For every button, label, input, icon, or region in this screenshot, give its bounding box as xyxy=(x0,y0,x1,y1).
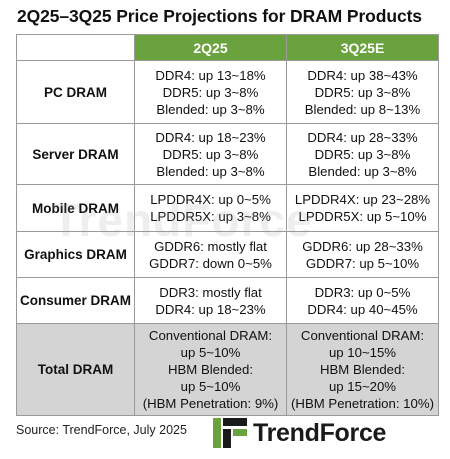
table-row: Mobile DRAM LPDDR4X: up 0~5% LPDDR5X: up… xyxy=(16,184,439,232)
cell-line: DDR4: up 40~45% xyxy=(307,301,418,317)
cell-line: Blended: up 3~8% xyxy=(156,101,265,117)
cell-line: DDR3: up 0~5% xyxy=(314,284,411,300)
cell-line: Blended: up 8~13% xyxy=(304,101,421,117)
cell-2q25: DDR3: mostly flat DDR4: up 18~23% xyxy=(134,277,287,324)
source-note: Source: TrendForce, July 2025 xyxy=(16,423,187,437)
header-2q25: 2Q25 xyxy=(134,34,287,61)
row-label: Mobile DRAM xyxy=(16,184,135,232)
table-row: PC DRAM DDR4: up 13~18% DDR5: up 3~8% Bl… xyxy=(16,60,439,124)
cell-2q25: Conventional DRAM: up 5~10% HBM Blended:… xyxy=(134,323,287,416)
cell-2q25: DDR4: up 13~18% DDR5: up 3~8% Blended: u… xyxy=(134,60,287,124)
cell-2q25: DDR4: up 18~23% DDR5: up 3~8% Blended: u… xyxy=(134,123,287,185)
table-row: Consumer DRAM DDR3: mostly flat DDR4: up… xyxy=(16,277,439,324)
cell-line: up 10~15% xyxy=(328,345,397,360)
row-label: PC DRAM xyxy=(16,60,135,124)
table-row: Graphics DRAM GDDR6: mostly flat GDDR7: … xyxy=(16,231,439,278)
table-header-row: 2Q25 3Q25E xyxy=(16,34,439,61)
cell-line: GDDR6: up 28~33% xyxy=(302,238,423,254)
row-label: Graphics DRAM xyxy=(16,231,135,278)
cell-line: (HBM Penetration: 9%) xyxy=(142,396,279,411)
cell-line: GDDR7: up 5~10% xyxy=(305,255,420,271)
cell-3q25e: DDR4: up 28~33% DDR5: up 3~8% Blended: u… xyxy=(286,123,439,185)
header-3q25e: 3Q25E xyxy=(286,34,439,61)
header-corner xyxy=(16,34,135,61)
cell-line: GDDR6: mostly flat xyxy=(154,238,267,254)
cell-3q25e: DDR4: up 38~43% DDR5: up 3~8% Blended: u… xyxy=(286,60,439,124)
cell-3q25e: DDR3: up 0~5% DDR4: up 40~45% xyxy=(286,277,439,324)
cell-2q25: GDDR6: mostly flat GDDR7: down 0~5% xyxy=(134,231,287,278)
cell-line: DDR5: up 3~8% xyxy=(314,84,411,100)
cell-line: DDR4: up 28~33% xyxy=(307,129,418,145)
cell-line: LPDDR5X: up 5~10% xyxy=(298,209,427,224)
cell-line: DDR4: up 18~23% xyxy=(155,129,266,145)
cell-line: DDR5: up 3~8% xyxy=(162,84,259,100)
cell-line: up 5~10% xyxy=(180,379,241,394)
cell-line: HBM Blended: xyxy=(319,362,406,377)
cell-3q25e: LPDDR4X: up 23~28% LPDDR5X: up 5~10% xyxy=(286,184,439,232)
cell-line: GDDR7: down 0~5% xyxy=(149,255,272,271)
cell-line: DDR3: mostly flat xyxy=(159,284,262,300)
cell-3q25e: GDDR6: up 28~33% GDDR7: up 5~10% xyxy=(286,231,439,278)
cell-line: up 5~10% xyxy=(180,345,241,360)
cell-line: LPDDR5X: up 3~8% xyxy=(150,209,271,224)
cell-line: LPDDR4X: up 0~5% xyxy=(150,192,271,207)
table-row: Server DRAM DDR4: up 18~23% DDR5: up 3~8… xyxy=(16,123,439,185)
row-label: Consumer DRAM xyxy=(16,277,135,324)
trendforce-logo-icon xyxy=(213,418,247,448)
row-label: Total DRAM xyxy=(16,323,135,416)
trendforce-logo: TrendForce xyxy=(213,416,386,450)
cell-line: Blended: up 3~8% xyxy=(156,163,265,179)
logo-text: TrendForce xyxy=(253,418,387,447)
cell-2q25: LPDDR4X: up 0~5% LPDDR5X: up 3~8% xyxy=(134,184,287,232)
cell-line: DDR4: up 38~43% xyxy=(307,67,418,83)
cell-line: Blended: up 3~8% xyxy=(308,163,417,179)
row-label: Server DRAM xyxy=(16,123,135,185)
cell-line: HBM Blended: xyxy=(167,362,254,377)
cell-line: DDR4: up 13~18% xyxy=(155,67,266,83)
page-title: 2Q25–3Q25 Price Projections for DRAM Pro… xyxy=(17,6,422,26)
price-projection-table: 2Q25 3Q25E PC DRAM DDR4: up 13~18% DDR5:… xyxy=(16,34,439,416)
cell-3q25e: Conventional DRAM: up 10~15% HBM Blended… xyxy=(286,323,439,416)
cell-line: up 15~20% xyxy=(328,379,397,394)
cell-line: DDR5: up 3~8% xyxy=(162,146,259,162)
cell-line: DDR5: up 3~8% xyxy=(314,146,411,162)
cell-line: (HBM Penetration: 10%) xyxy=(291,396,434,411)
cell-line: Conventional DRAM: xyxy=(300,328,425,343)
cell-line: Conventional DRAM: xyxy=(148,328,273,343)
cell-line: LPDDR4X: up 23~28% xyxy=(294,192,431,207)
cell-line: DDR4: up 18~23% xyxy=(155,301,266,317)
table-row-total: Total DRAM Conventional DRAM: up 5~10% H… xyxy=(16,323,439,416)
